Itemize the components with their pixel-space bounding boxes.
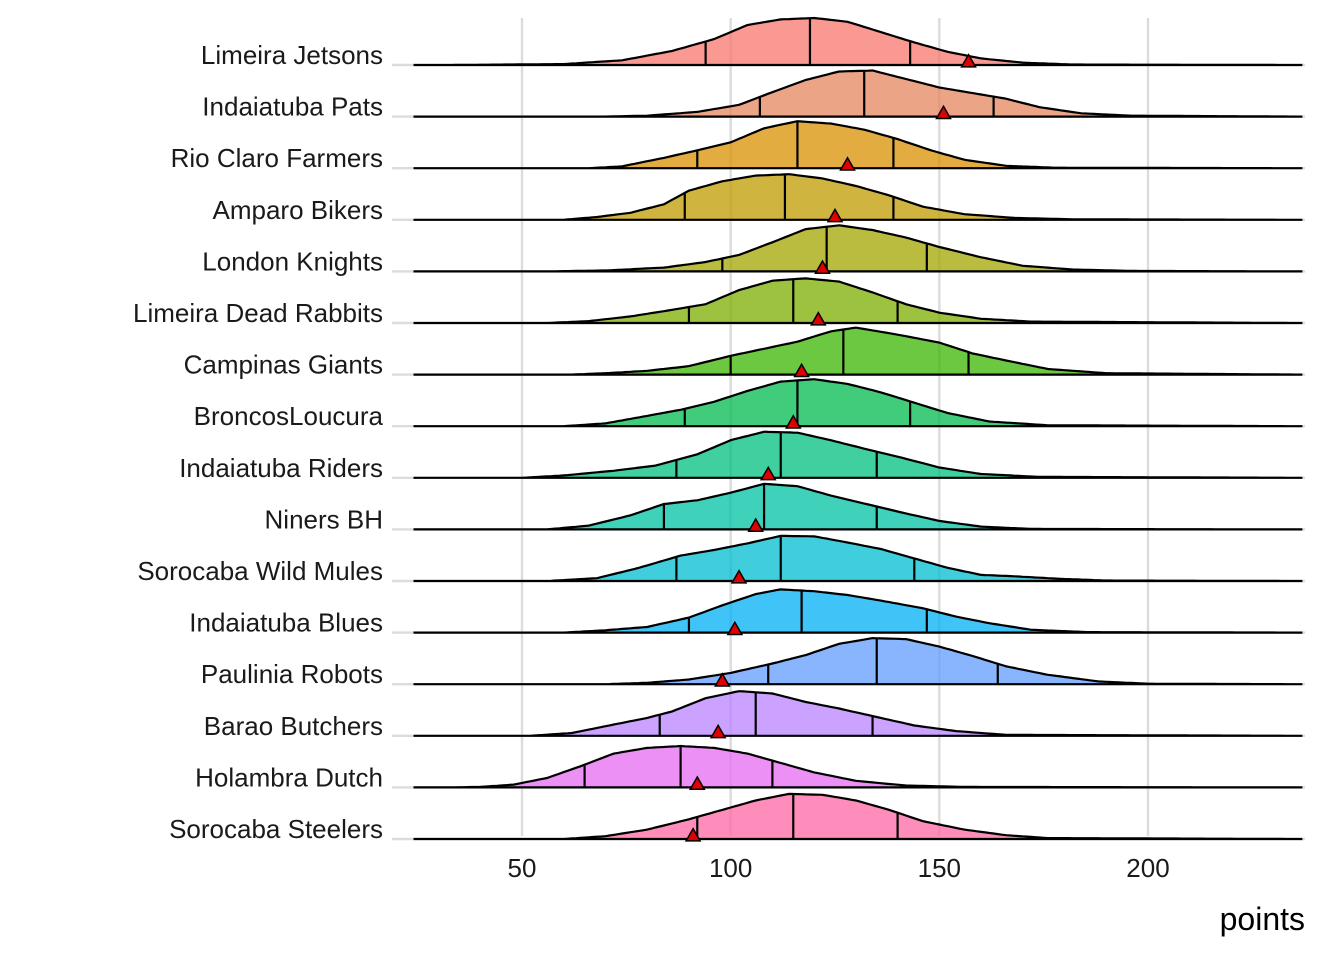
x-tick-label: 150 bbox=[918, 853, 961, 883]
x-tick-label: 100 bbox=[709, 853, 752, 883]
team-labels: Limeira Jetsons Indaiatuba Pats Rio Claro … bbox=[133, 40, 384, 844]
team-label: BroncosLoucura bbox=[194, 401, 384, 431]
ridge-london-knights bbox=[413, 224, 1303, 274]
ridge-holambra-dutch bbox=[413, 744, 1303, 790]
density-area bbox=[413, 224, 1303, 273]
triangle-marker bbox=[960, 53, 977, 68]
density-area bbox=[413, 173, 1303, 221]
team-label: Barao Butchers bbox=[204, 711, 383, 741]
density-area bbox=[413, 534, 1303, 583]
ridge-indaiatuba-blues bbox=[413, 588, 1303, 636]
density-area bbox=[413, 588, 1303, 634]
triangle-marker bbox=[814, 259, 831, 274]
team-label: Indaiatuba Pats bbox=[202, 92, 383, 122]
x-axis-title: points bbox=[1220, 901, 1305, 937]
team-label: Limeira Dead Rabbits bbox=[133, 298, 383, 328]
ridge-amparo-bikers bbox=[413, 173, 1303, 223]
ridge-paulinia-robots bbox=[413, 636, 1303, 687]
density-area bbox=[413, 120, 1303, 170]
team-label: Campinas Giants bbox=[184, 350, 383, 380]
team-label: Indaiatuba Blues bbox=[189, 608, 383, 638]
x-axis-ticks: 50 100 150 200 bbox=[508, 853, 1170, 883]
ridges bbox=[413, 16, 1303, 842]
triangle-marker bbox=[935, 104, 952, 120]
ridge-sorocaba-steelers bbox=[413, 792, 1303, 842]
ridge-limeira-jetsons bbox=[413, 16, 1303, 68]
triangle-marker bbox=[714, 672, 731, 687]
density-area bbox=[413, 792, 1303, 841]
density-area bbox=[413, 430, 1303, 479]
team-label: Indaiatuba Riders bbox=[179, 453, 383, 483]
triangle-marker bbox=[839, 156, 856, 171]
density-area bbox=[413, 482, 1303, 531]
triangle-marker bbox=[793, 362, 810, 378]
ridge-broncosloucura bbox=[413, 378, 1303, 429]
team-label: Niners BH bbox=[265, 504, 383, 534]
x-tick-label: 50 bbox=[508, 853, 537, 883]
density-area bbox=[413, 69, 1303, 118]
density-area bbox=[413, 277, 1303, 325]
team-label: Limeira Jetsons bbox=[201, 40, 383, 70]
triangle-marker bbox=[826, 207, 844, 223]
density-area bbox=[413, 16, 1303, 67]
ridge-limeira-dead-rabbits bbox=[413, 277, 1303, 326]
team-label: Sorocaba Steelers bbox=[169, 814, 383, 844]
team-label: Rio Claro Farmers bbox=[171, 143, 383, 173]
triangle-marker bbox=[726, 620, 744, 636]
triangle-marker bbox=[730, 569, 748, 584]
density-area bbox=[413, 378, 1303, 428]
ridge-indaiatuba-riders bbox=[413, 430, 1303, 481]
ridge-campinas-giants bbox=[413, 326, 1303, 378]
triangle-marker bbox=[709, 723, 727, 739]
team-label: London Knights bbox=[202, 246, 383, 276]
triangle-marker bbox=[810, 311, 827, 326]
density-area bbox=[413, 690, 1303, 737]
triangle-marker bbox=[688, 775, 706, 790]
ridge-indaiatuba-pats bbox=[413, 69, 1303, 120]
triangle-marker bbox=[747, 517, 764, 532]
ridge-niners-bh bbox=[413, 482, 1303, 532]
team-label: Amparo Bikers bbox=[213, 195, 384, 225]
density-area bbox=[413, 326, 1303, 376]
ridge-barao-butchers bbox=[413, 690, 1303, 739]
x-tick-label: 200 bbox=[1126, 853, 1169, 883]
triangle-marker bbox=[784, 414, 802, 429]
ridge-rio-claro-farmers bbox=[413, 120, 1303, 171]
team-label: Holambra Dutch bbox=[195, 762, 383, 792]
team-label: Paulinia Robots bbox=[201, 659, 383, 689]
density-area bbox=[413, 744, 1303, 789]
ridge-sorocaba-wild-mules bbox=[413, 534, 1303, 584]
density-area bbox=[413, 636, 1303, 686]
triangle-marker bbox=[759, 465, 777, 481]
team-label: Sorocaba Wild Mules bbox=[137, 556, 383, 586]
triangle-marker bbox=[684, 827, 702, 842]
